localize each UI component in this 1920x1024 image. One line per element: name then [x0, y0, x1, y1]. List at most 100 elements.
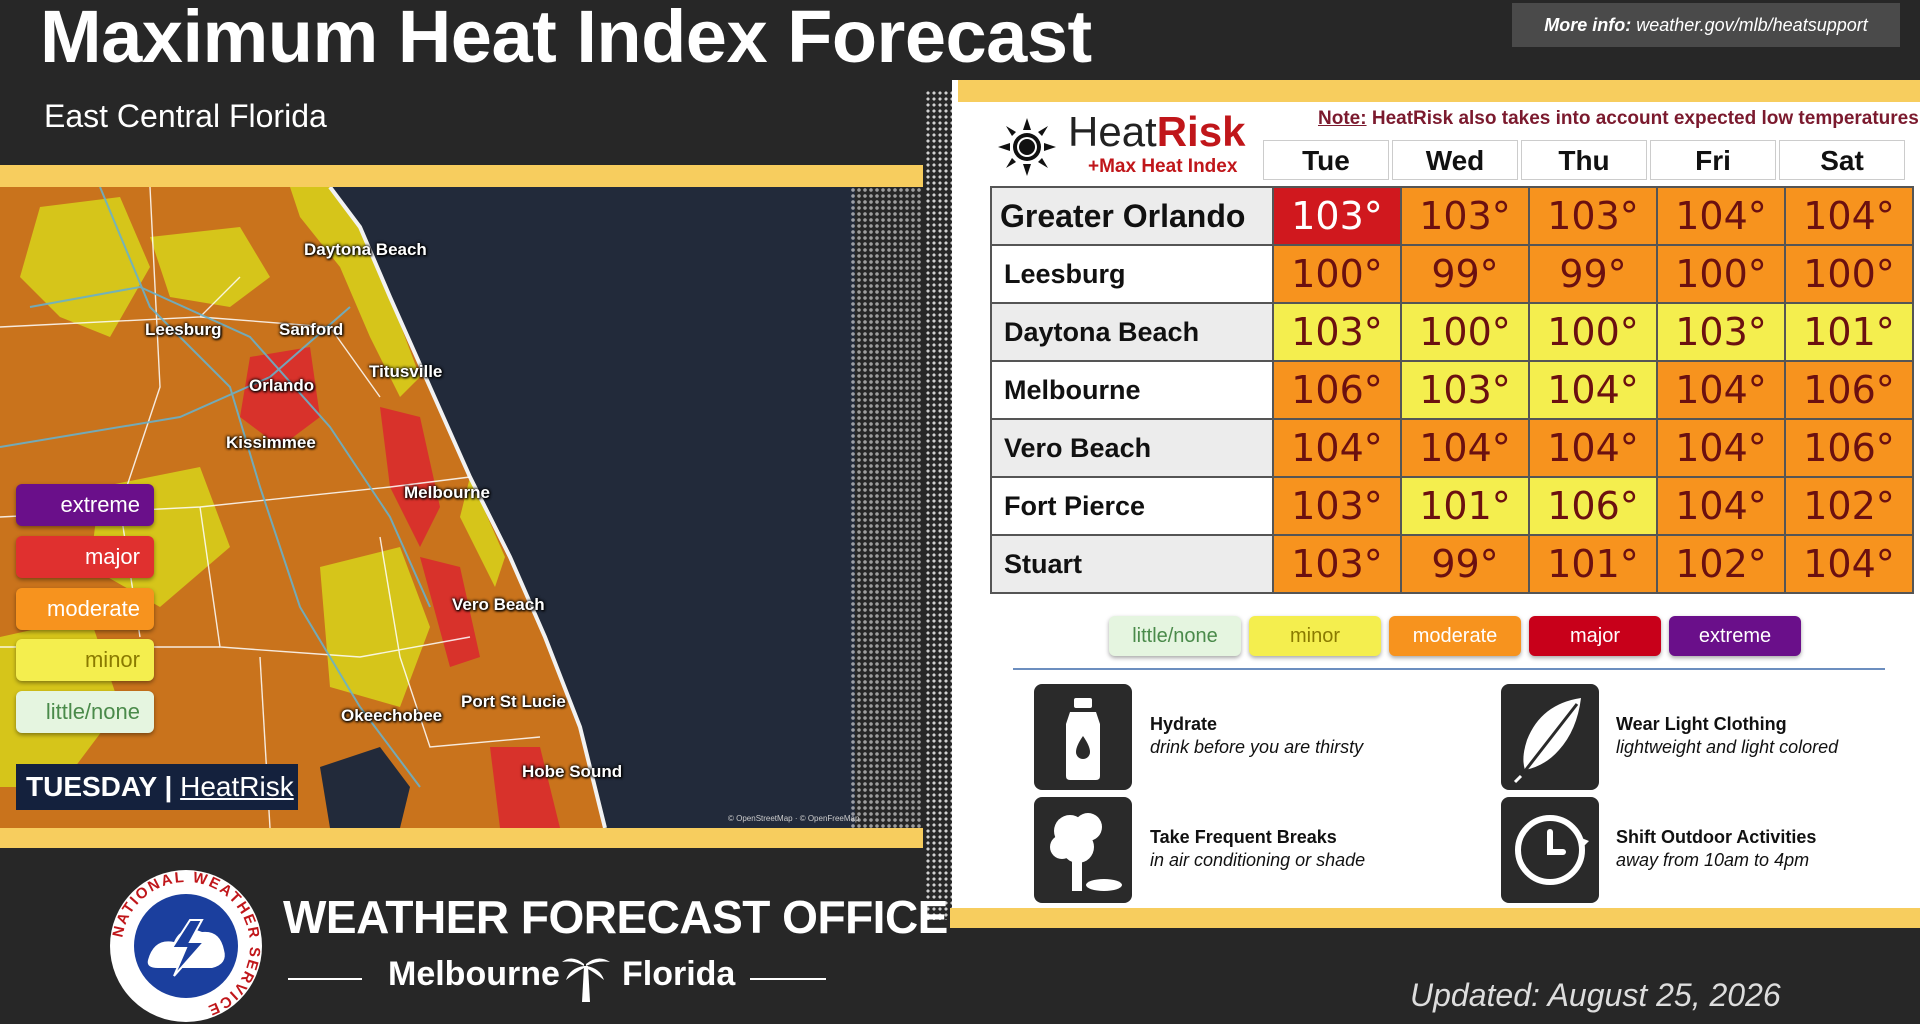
forecast-cell: 101°: [1784, 302, 1914, 362]
forecast-location: Melbourne: [990, 360, 1274, 420]
map-label-orlando: Orlando: [249, 376, 315, 395]
tip-sub-hydrate: drink before you are thirsty: [1150, 737, 1364, 757]
tip-sub-clothing: lightweight and light colored: [1616, 737, 1839, 757]
page-subtitle: East Central Florida: [44, 98, 327, 134]
map-label-port-st-lucie: Port St Lucie: [461, 692, 566, 711]
forecast-cell: 106°: [1784, 418, 1914, 478]
forecast-row: Melbourne 106° 103° 104° 104° 106°: [990, 360, 1914, 420]
forecast-location: Stuart: [990, 534, 1274, 594]
office-city: Melbourne: [388, 955, 560, 993]
forecast-row: Stuart 103° 99° 101° 102° 104°: [990, 534, 1914, 594]
forecast-cell: 101°: [1400, 476, 1530, 536]
forecast-cell: 104°: [1656, 476, 1786, 536]
forecast-cell: 103°: [1272, 186, 1402, 246]
forecast-location: Vero Beach: [990, 418, 1274, 478]
risk-pill-minor: minor: [1249, 616, 1381, 656]
forecast-table: Greater Orlando 103° 103° 103° 104° 104° Leesb…: [990, 186, 1914, 594]
forecast-location: Leesburg: [990, 244, 1274, 304]
map-top-stripe: [0, 165, 923, 187]
map-label-leesburg: Leesburg: [145, 320, 222, 339]
forecast-cell: 102°: [1784, 476, 1914, 536]
map-legend-moderate: moderate: [16, 588, 154, 630]
forecast-cell: 100°: [1272, 244, 1402, 304]
forecast-row: Greater Orlando 103° 103° 103° 104° 104°: [990, 186, 1914, 246]
heatrisk-note: Note: HeatRisk also takes into account e…: [1318, 108, 1920, 130]
clock-icon: [1501, 797, 1599, 903]
heatrisk-logo: HeatRisk: [1068, 108, 1245, 156]
forecast-cell: 103°: [1272, 302, 1402, 362]
forecast-cell: 106°: [1272, 360, 1402, 420]
panel-dot-fade: [925, 90, 955, 920]
tip-sub-breaks: in air conditioning or shade: [1150, 850, 1366, 870]
day-label: TUESDAY: [26, 771, 157, 802]
forecast-cell: 101°: [1528, 534, 1658, 594]
map-label-hobe-sound: Hobe Sound: [522, 762, 623, 781]
feather-icon: [1501, 684, 1599, 790]
day-header-fri: Fri: [1650, 140, 1776, 180]
forecast-cell: 102°: [1656, 534, 1786, 594]
panel-bottom-stripe: [950, 908, 1920, 928]
tip-sub-shift: away from 10am to 4pm: [1616, 850, 1810, 870]
map-credit: © OpenStreetMap · © OpenFreeMap: [728, 814, 860, 823]
badge-separator: |: [164, 771, 173, 802]
map-label-titusville: Titusville: [369, 362, 443, 381]
forecast-row: Leesburg 100° 99° 99° 100° 100°: [990, 244, 1914, 304]
forecast-row: Fort Pierce 103° 101° 106° 104° 102°: [990, 476, 1914, 536]
map-dot-fade: [850, 187, 923, 828]
note-label: Note:: [1318, 108, 1367, 129]
forecast-cell: 99°: [1528, 244, 1658, 304]
more-info-link[interactable]: More info: weather.gov/mlb/heatsupport: [1512, 3, 1900, 47]
logo-risk: Risk: [1156, 108, 1246, 155]
forecast-cell: 103°: [1272, 534, 1402, 594]
forecast-row: Vero Beach 104° 104° 104° 104° 106°: [990, 418, 1914, 478]
map-label-okeechobee: Okeechobee: [341, 706, 443, 725]
forecast-cell: 104°: [1528, 360, 1658, 420]
forecast-cell: 99°: [1400, 534, 1530, 594]
forecast-row: Daytona Beach 103° 100° 100° 103° 101°: [990, 302, 1914, 362]
forecast-cell: 103°: [1400, 360, 1530, 420]
footer-rule-right: [750, 978, 826, 980]
day-header-wed: Wed: [1392, 140, 1518, 180]
tree-shade-icon: [1034, 797, 1132, 903]
forecast-location: Daytona Beach: [990, 302, 1274, 362]
palm-tree-icon: [562, 958, 610, 1002]
day-header-sat: Sat: [1779, 140, 1905, 180]
note-text: HeatRisk also takes into account expecte…: [1371, 108, 1920, 129]
risk-pill-little-none: little/none: [1109, 616, 1241, 656]
forecast-cell: 106°: [1784, 360, 1914, 420]
day-header-thu: Thu: [1521, 140, 1647, 180]
sun-icon: [998, 118, 1056, 176]
forecast-cell: 104°: [1784, 534, 1914, 594]
forecast-location: Greater Orlando: [990, 186, 1274, 246]
forecast-cell: 99°: [1400, 244, 1530, 304]
tip-title-hydrate: Hydrate: [1150, 714, 1218, 734]
product-label: HeatRisk: [180, 771, 294, 802]
footer-rule-left: [288, 978, 362, 980]
page-title: Maximum Heat Index Forecast: [40, 0, 1092, 78]
panel-top-stripe: [958, 80, 1920, 102]
map-label-kissimmee: Kissimmee: [226, 433, 316, 452]
tip-title-breaks: Take Frequent Breaks: [1150, 827, 1337, 847]
office-title: WEATHER FORECAST OFFICE: [283, 891, 948, 943]
map-bottom-stripe: [0, 828, 923, 848]
water-bottle-icon: [1034, 684, 1132, 790]
map-legend-little-none: little/none: [16, 691, 154, 733]
tip-title-shift: Shift Outdoor Activities: [1616, 827, 1817, 847]
forecast-cell: 104°: [1656, 186, 1786, 246]
office-state: Florida: [622, 955, 736, 993]
logo-heat: Heat: [1068, 108, 1157, 155]
risk-pill-moderate: moderate: [1389, 616, 1521, 656]
forecast-cell: 104°: [1784, 186, 1914, 246]
map-label-vero-beach: Vero Beach: [452, 595, 545, 614]
map-legend-major: major: [16, 536, 154, 578]
nws-seal-logo: NATIONAL WEATHER SERVICE: [110, 869, 262, 1022]
risk-pill-major: major: [1529, 616, 1661, 656]
forecast-cell: 103°: [1400, 186, 1530, 246]
map-label-daytona-beach: Daytona Beach: [304, 240, 427, 259]
tip-title-clothing: Wear Light Clothing: [1616, 714, 1787, 734]
more-info-url: weather.gov/mlb/heatsupport: [1636, 15, 1868, 35]
day-header-tue: Tue: [1263, 140, 1389, 180]
forecast-cell: 100°: [1400, 302, 1530, 362]
forecast-cell: 104°: [1656, 418, 1786, 478]
forecast-location: Fort Pierce: [990, 476, 1274, 536]
